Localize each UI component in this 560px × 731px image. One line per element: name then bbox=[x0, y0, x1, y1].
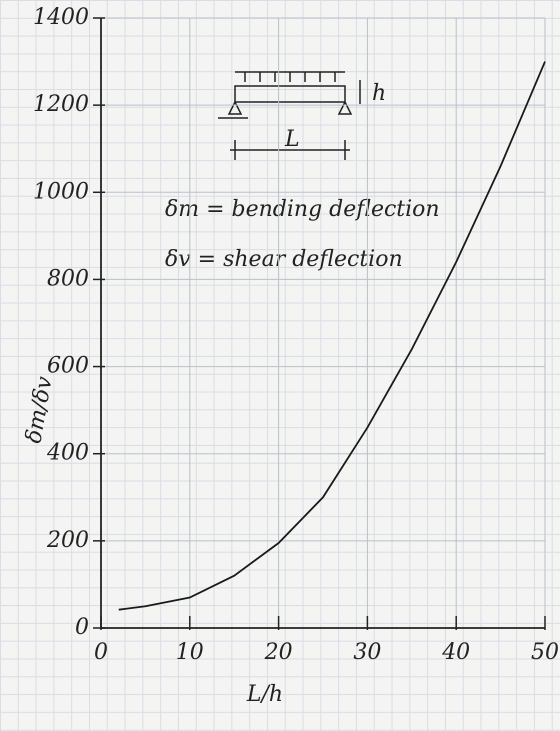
y-tick-label: 1200 bbox=[33, 92, 89, 117]
y-tick-label: 400 bbox=[46, 441, 89, 466]
diagram-label: h bbox=[372, 81, 386, 106]
annotation: δv = shear deflection bbox=[165, 247, 403, 272]
y-tick-label: 600 bbox=[47, 354, 89, 379]
y-axis-label: δm/δv bbox=[21, 374, 57, 445]
x-tick-label: 40 bbox=[441, 640, 470, 665]
curve bbox=[118, 61, 546, 611]
y-tick-label: 1000 bbox=[33, 179, 89, 204]
x-tick-label: 0 bbox=[94, 640, 108, 665]
y-tick-label: 0 bbox=[75, 615, 89, 640]
beam-diagram bbox=[218, 71, 361, 160]
x-tick-label: 50 bbox=[531, 640, 559, 665]
x-tick-label: 10 bbox=[176, 640, 204, 665]
y-tick-label: 200 bbox=[46, 528, 89, 553]
x-tick-label: 30 bbox=[353, 640, 381, 665]
y-tick-label: 800 bbox=[47, 266, 89, 291]
y-tick-label: 1400 bbox=[33, 5, 89, 30]
annotation: δm = bending deflection bbox=[165, 197, 440, 222]
x-axis-label: L/h bbox=[246, 682, 283, 707]
x-tick-label: 20 bbox=[264, 640, 293, 665]
diagram-label: L bbox=[284, 127, 300, 152]
